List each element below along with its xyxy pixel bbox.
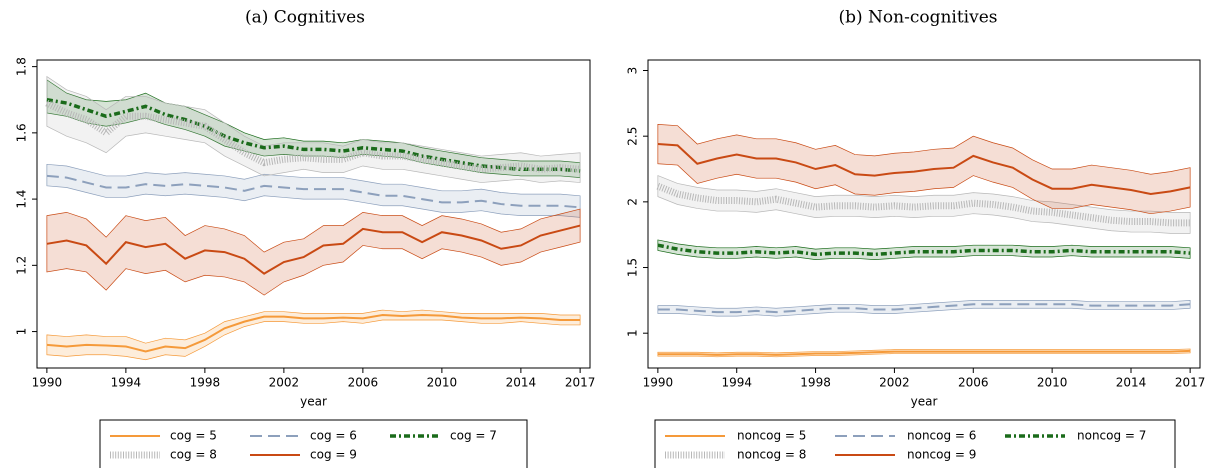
plot-frame xyxy=(36,59,591,369)
series-line xyxy=(656,182,1191,227)
series-line xyxy=(45,99,581,173)
x-tick-label: 2017 xyxy=(565,376,596,390)
legend-label: noncog = 8 xyxy=(737,448,806,462)
legend-label: cog = 7 xyxy=(450,429,497,443)
legend-label: cog = 6 xyxy=(310,429,357,443)
y-tick-label: 1.2 xyxy=(15,256,29,275)
ci-band xyxy=(657,175,1191,234)
legend-label: cog = 8 xyxy=(170,448,217,462)
series-line xyxy=(46,224,581,275)
ci-band xyxy=(657,123,1191,215)
series-line xyxy=(657,349,1191,356)
plot-area xyxy=(656,123,1191,358)
y-tick-label: 2 xyxy=(626,198,640,206)
plot-frame xyxy=(647,59,1201,369)
x-tick-label: 2014 xyxy=(506,376,537,390)
x-tick-label: 2014 xyxy=(1116,376,1147,390)
legend-label: cog = 5 xyxy=(170,429,217,443)
x-tick-label: 2010 xyxy=(1037,376,1068,390)
series-line xyxy=(46,174,581,209)
ci-band xyxy=(657,348,1191,358)
x-tick-label: 1994 xyxy=(111,376,142,390)
legend-box xyxy=(99,419,528,468)
x-tick-label: 2010 xyxy=(427,376,458,390)
legend-label: noncog = 9 xyxy=(907,448,976,462)
y-tick-label: 3 xyxy=(626,67,640,75)
panel-title: (a) Cognitives xyxy=(245,8,365,28)
legend-label: noncog = 5 xyxy=(737,429,806,443)
plot-area xyxy=(45,75,581,361)
y-tick-label: 1.5 xyxy=(626,258,640,277)
series-line xyxy=(657,243,1191,257)
x-tick-label: 1998 xyxy=(800,376,831,390)
y-tick-label: 2.5 xyxy=(626,127,640,146)
series-line xyxy=(46,314,581,353)
x-tick-label: 1998 xyxy=(190,376,221,390)
series-line xyxy=(657,143,1191,195)
y-tick-label: 1.4 xyxy=(15,190,29,209)
y-tick-label: 1.6 xyxy=(15,123,29,142)
panel-title: (b) Non-cognitives xyxy=(838,8,997,28)
y-tick-label: 1 xyxy=(15,328,29,336)
y-tick-label: 1.8 xyxy=(15,57,29,76)
legend-label: noncog = 7 xyxy=(1077,429,1146,443)
legend-box xyxy=(654,419,1176,468)
series-line xyxy=(46,98,581,173)
x-tick-label: 2006 xyxy=(348,376,379,390)
x-tick-label: 1994 xyxy=(721,376,752,390)
legend-label: noncog = 6 xyxy=(907,429,976,443)
y-tick-label: 1 xyxy=(626,329,640,337)
legend-label: cog = 9 xyxy=(310,448,357,462)
ci-band xyxy=(657,239,1191,260)
x-tick-label: 1990 xyxy=(643,376,674,390)
x-axis-label: year xyxy=(911,395,938,409)
ci-band xyxy=(46,75,581,183)
x-tick-label: 2006 xyxy=(958,376,989,390)
x-tick-label: 2002 xyxy=(879,376,910,390)
ci-band xyxy=(657,299,1191,317)
x-tick-label: 2017 xyxy=(1175,376,1206,390)
x-axis-label: year xyxy=(300,395,327,409)
x-tick-label: 1990 xyxy=(32,376,63,390)
x-tick-label: 2002 xyxy=(269,376,300,390)
